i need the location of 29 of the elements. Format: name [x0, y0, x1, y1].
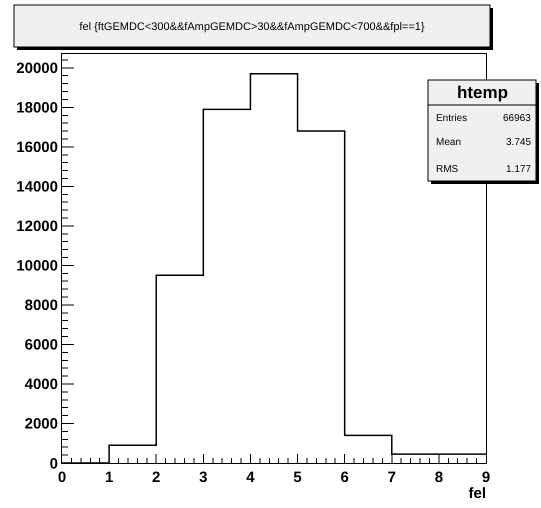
x-tick-label: 2 — [152, 469, 160, 486]
text: 3.745 — [506, 137, 532, 148]
x-tick-label: 5 — [293, 469, 302, 486]
text: 66963 — [503, 113, 532, 124]
annotation: htemp — [457, 83, 508, 102]
y-tick-label: 2000 — [24, 416, 58, 433]
y-tick-label: 6000 — [24, 336, 58, 354]
x-tick-label: 6 — [340, 469, 349, 486]
y-tick-label: 16000 — [16, 139, 58, 156]
y-tick-label: 10000 — [16, 258, 58, 275]
x-tick-label: 8 — [434, 469, 444, 486]
y-tick-label: 0 — [50, 455, 58, 472]
x-tick-label: 3 — [199, 469, 208, 486]
y-tick-label: 4000 — [24, 376, 58, 394]
x-tick-label: 4 — [246, 469, 256, 486]
x-axis-title: fel — [468, 485, 486, 502]
annotation: Mean — [436, 137, 462, 148]
y-tick-label: 20000 — [16, 60, 58, 78]
x-tick-label: 9 — [482, 469, 490, 486]
annotation: Entries — [436, 113, 468, 124]
x-tick-label: 7 — [388, 469, 396, 486]
y-tick-label: 14000 — [16, 178, 58, 196]
y-tick-label: 18000 — [16, 100, 58, 117]
y-tick-label: 8000 — [24, 297, 58, 314]
annotation: RMS — [436, 164, 459, 175]
y-tick-label: 12000 — [16, 218, 58, 236]
text: 1.177 — [506, 164, 532, 175]
x-tick-label: 1 — [104, 469, 114, 486]
chart-title: fel {ftGEMDC<300&&fAmpGEMDC>30&&fAmpGEMDC<700&&fpl==1} — [79, 20, 425, 33]
